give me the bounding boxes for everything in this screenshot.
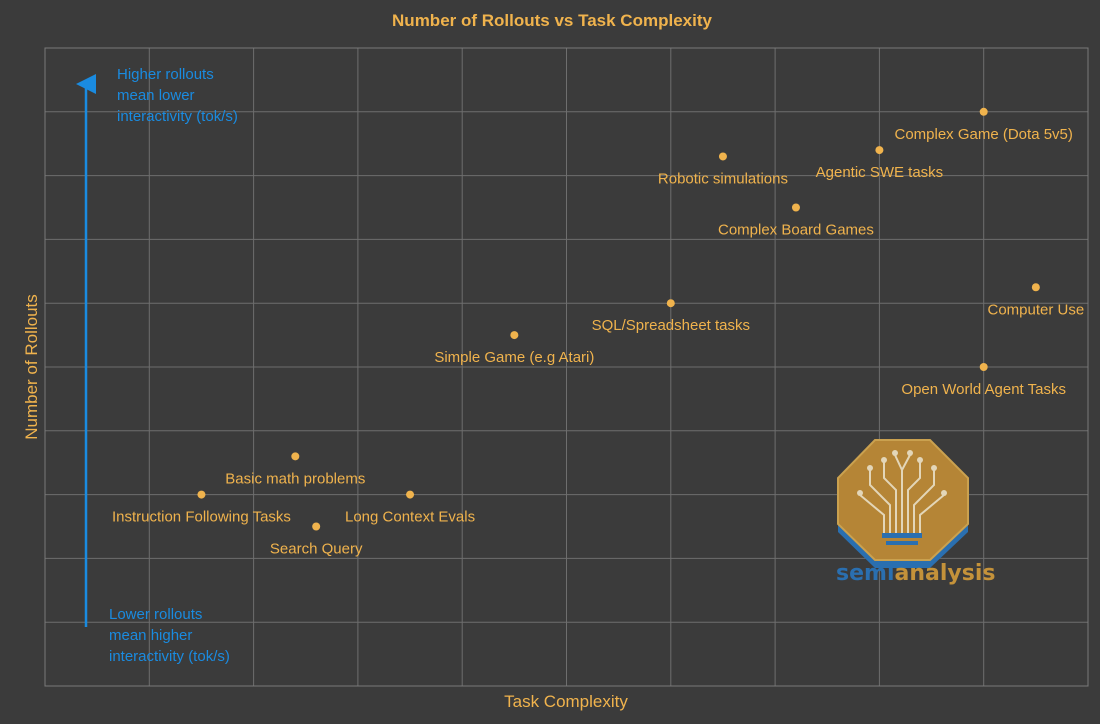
circuit-tree-icon (859, 454, 945, 535)
annotation-top-line-1: Higher rollouts (117, 66, 214, 83)
data-point (666, 299, 675, 308)
point-label: Basic math problems (225, 470, 365, 487)
y-axis-label: Number of Rollouts (22, 294, 41, 440)
point-label: Complex Game (Dota 5v5) (894, 126, 1072, 143)
data-point (718, 152, 727, 161)
point-label: Agentic SWE tasks (816, 164, 944, 181)
annotation-top-line-3: interactivity (tok/s) (117, 108, 238, 125)
data-point (291, 452, 300, 461)
data-point (875, 146, 884, 155)
point-label: Instruction Following Tasks (112, 509, 291, 526)
logo-text-semi: semi (836, 561, 894, 586)
data-point (197, 490, 206, 499)
annotation-bottom-line-2: mean higher (109, 627, 192, 644)
logo-bulb-base-1 (882, 533, 922, 538)
point-label: Long Context Evals (345, 509, 475, 526)
data-point (979, 363, 988, 371)
annotation-top: Higher rollouts mean lower interactivity… (117, 66, 238, 125)
data-point (979, 107, 988, 116)
data-points: Instruction Following Tasks Basic math pr… (112, 107, 1084, 558)
data-point (406, 490, 415, 499)
point-label: Computer Use (987, 301, 1084, 318)
x-axis-label: Task Complexity (504, 692, 628, 711)
point-label: Search Query (270, 541, 363, 558)
logo-text-analysis: analysis (894, 561, 995, 586)
semianalysis-logo: semianalysis (836, 439, 995, 586)
point-label: Complex Board Games (718, 222, 874, 239)
annotation-bottom-line-1: Lower rollouts (109, 606, 202, 623)
data-point (791, 203, 800, 212)
point-label: Simple Game (e.g Atari) (434, 349, 594, 366)
point-label: Robotic simulations (658, 170, 788, 187)
annotation-bottom: Lower rollouts mean higher interactivity… (109, 606, 230, 665)
annotation-bottom-line-3: interactivity (tok/s) (109, 648, 230, 665)
annotation-top-line-2: mean lower (117, 87, 195, 104)
point-label: SQL/Spreadsheet tasks (592, 317, 750, 334)
plot-area-border (44, 47, 1089, 687)
grid (45, 48, 1088, 686)
data-point (312, 522, 321, 531)
logo-wordmark: semianalysis (836, 561, 995, 586)
logo-bulb-base-2 (886, 541, 918, 545)
data-point (510, 331, 519, 340)
chart-title: Number of Rollouts vs Task Complexity (392, 11, 712, 30)
data-point (1031, 283, 1040, 292)
point-label: Open World Agent Tasks (901, 381, 1066, 398)
circuit-nodes (857, 450, 947, 496)
